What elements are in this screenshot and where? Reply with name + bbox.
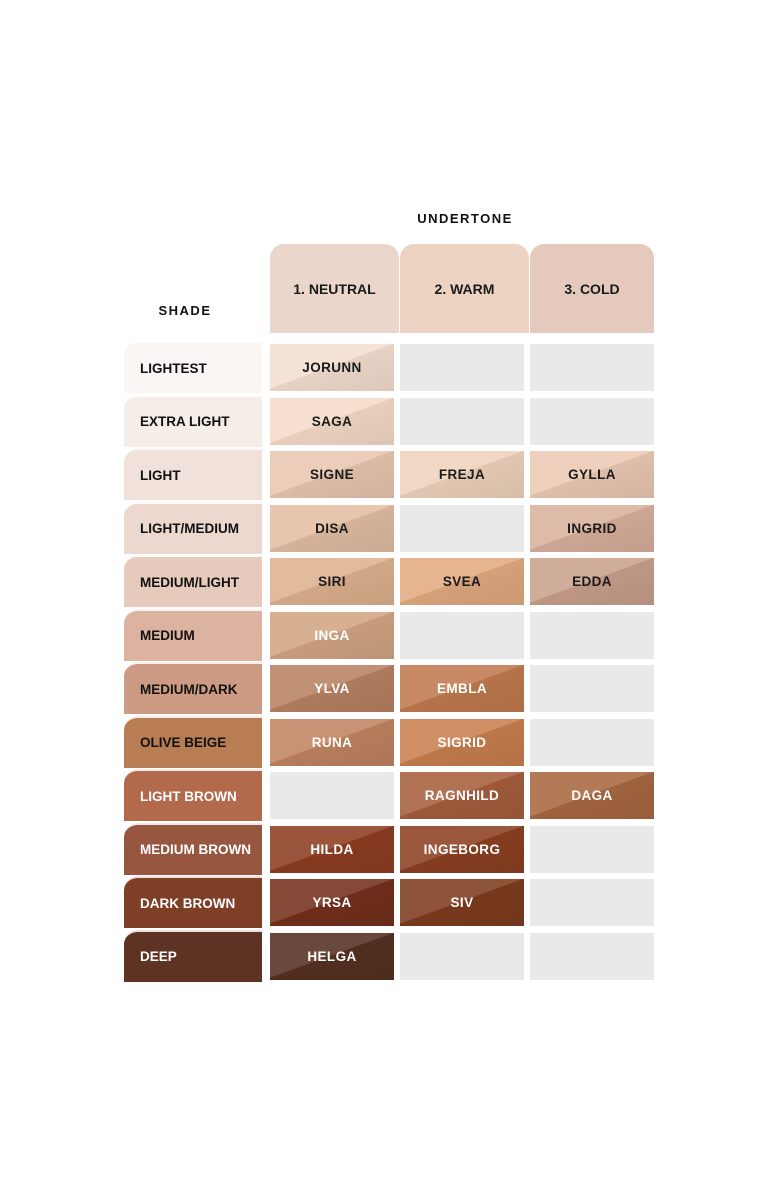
shade-row-label: MEDIUM/DARK (124, 662, 262, 714)
shade-row-label: DARK BROWN (124, 876, 262, 928)
shade-swatch[interactable]: INGRID (530, 504, 654, 552)
shade-swatch[interactable]: SIGNE (270, 451, 394, 498)
shade-row-label: LIGHT (124, 448, 262, 500)
shade-row-label: MEDIUM (124, 608, 262, 661)
empty-cell (530, 825, 654, 873)
shade-swatch[interactable]: SIRI (270, 558, 394, 605)
shade-swatch[interactable]: INGEBORG (400, 825, 524, 873)
shade-swatch[interactable]: YRSA (270, 879, 394, 926)
shade-swatch[interactable]: SIGRID (400, 718, 524, 766)
empty-cell (400, 611, 524, 659)
empty-cell (530, 879, 654, 926)
shade-swatch[interactable]: JORUNN (270, 344, 394, 391)
undertone-column-header: 1. NEUTRAL (270, 244, 399, 333)
undertone-heading: UNDERTONE (417, 211, 513, 226)
shade-row-label: LIGHTEST (124, 341, 262, 393)
empty-cell (530, 344, 654, 391)
shade-swatch[interactable]: FREJA (400, 451, 524, 498)
shade-swatch[interactable]: GYLLA (530, 451, 654, 498)
shade-swatch[interactable]: EDDA (530, 558, 654, 605)
empty-cell (400, 397, 524, 445)
shade-row-label: LIGHT BROWN (124, 769, 262, 821)
empty-cell (530, 718, 654, 766)
empty-cell (400, 932, 524, 980)
shade-swatch[interactable]: HILDA (270, 825, 394, 873)
shade-heading: SHADE (158, 303, 212, 318)
shade-row-label: EXTRA LIGHT (124, 394, 262, 447)
empty-cell (530, 665, 654, 712)
shade-swatch[interactable]: DAGA (530, 772, 654, 819)
shade-swatch[interactable]: SAGA (270, 397, 394, 445)
shade-swatch[interactable]: INGA (270, 611, 394, 659)
empty-cell (530, 611, 654, 659)
empty-cell (400, 344, 524, 391)
shade-row-label: MEDIUM BROWN (124, 822, 262, 875)
empty-cell (530, 932, 654, 980)
undertone-column-header: 3. COLD (530, 244, 654, 333)
empty-cell (400, 504, 524, 552)
shade-row-label: DEEP (124, 929, 262, 982)
shade-swatch[interactable]: RUNA (270, 718, 394, 766)
shade-row-label: MEDIUM/LIGHT (124, 555, 262, 607)
shade-swatch[interactable]: DISA (270, 504, 394, 552)
shade-swatch[interactable]: SVEA (400, 558, 524, 605)
shade-swatch[interactable]: YLVA (270, 665, 394, 712)
shade-row-label: OLIVE BEIGE (124, 715, 262, 768)
shade-swatch[interactable]: EMBLA (400, 665, 524, 712)
shade-swatch[interactable]: RAGNHILD (400, 772, 524, 819)
shade-swatch[interactable]: HELGA (270, 932, 394, 980)
undertone-column-header: 2. WARM (400, 244, 529, 333)
empty-cell (530, 397, 654, 445)
shade-row-label: LIGHT/MEDIUM (124, 501, 262, 554)
shade-swatch[interactable]: SIV (400, 879, 524, 926)
empty-cell (270, 772, 394, 819)
